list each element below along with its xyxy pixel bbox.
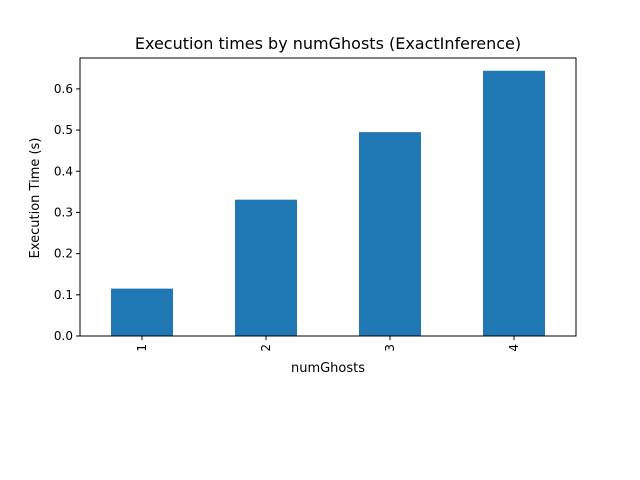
y-tick-label: 0.0 bbox=[54, 329, 73, 343]
y-tick-label: 0.1 bbox=[54, 288, 73, 302]
y-axis-label: Execution Time (s) bbox=[28, 138, 43, 259]
y-tick-label: 0.2 bbox=[54, 247, 73, 261]
plot-frame bbox=[79, 57, 577, 337]
bar-4 bbox=[483, 70, 545, 337]
x-axis-label: numGhosts bbox=[291, 361, 365, 376]
y-tick-label: 0.5 bbox=[54, 123, 73, 137]
y-tick-label: 0.3 bbox=[54, 205, 73, 219]
chart-title: Execution times by numGhosts (ExactInfer… bbox=[135, 34, 521, 53]
y-axis: 0.0 0.1 0.2 0.3 0.4 0.5 0.6 bbox=[54, 82, 80, 343]
y-tick-label: 0.6 bbox=[54, 82, 73, 96]
x-tick-label: 2 bbox=[259, 344, 273, 352]
bar-2 bbox=[235, 199, 297, 336]
x-tick-label: 1 bbox=[135, 344, 149, 352]
bar-3 bbox=[359, 132, 421, 336]
y-tick-label: 0.4 bbox=[54, 164, 73, 178]
x-axis: 1 2 3 4 bbox=[135, 336, 521, 352]
bars-group bbox=[111, 70, 545, 337]
bar-1 bbox=[111, 288, 173, 336]
x-tick-label: 4 bbox=[507, 344, 521, 352]
x-tick-label: 3 bbox=[383, 344, 397, 352]
